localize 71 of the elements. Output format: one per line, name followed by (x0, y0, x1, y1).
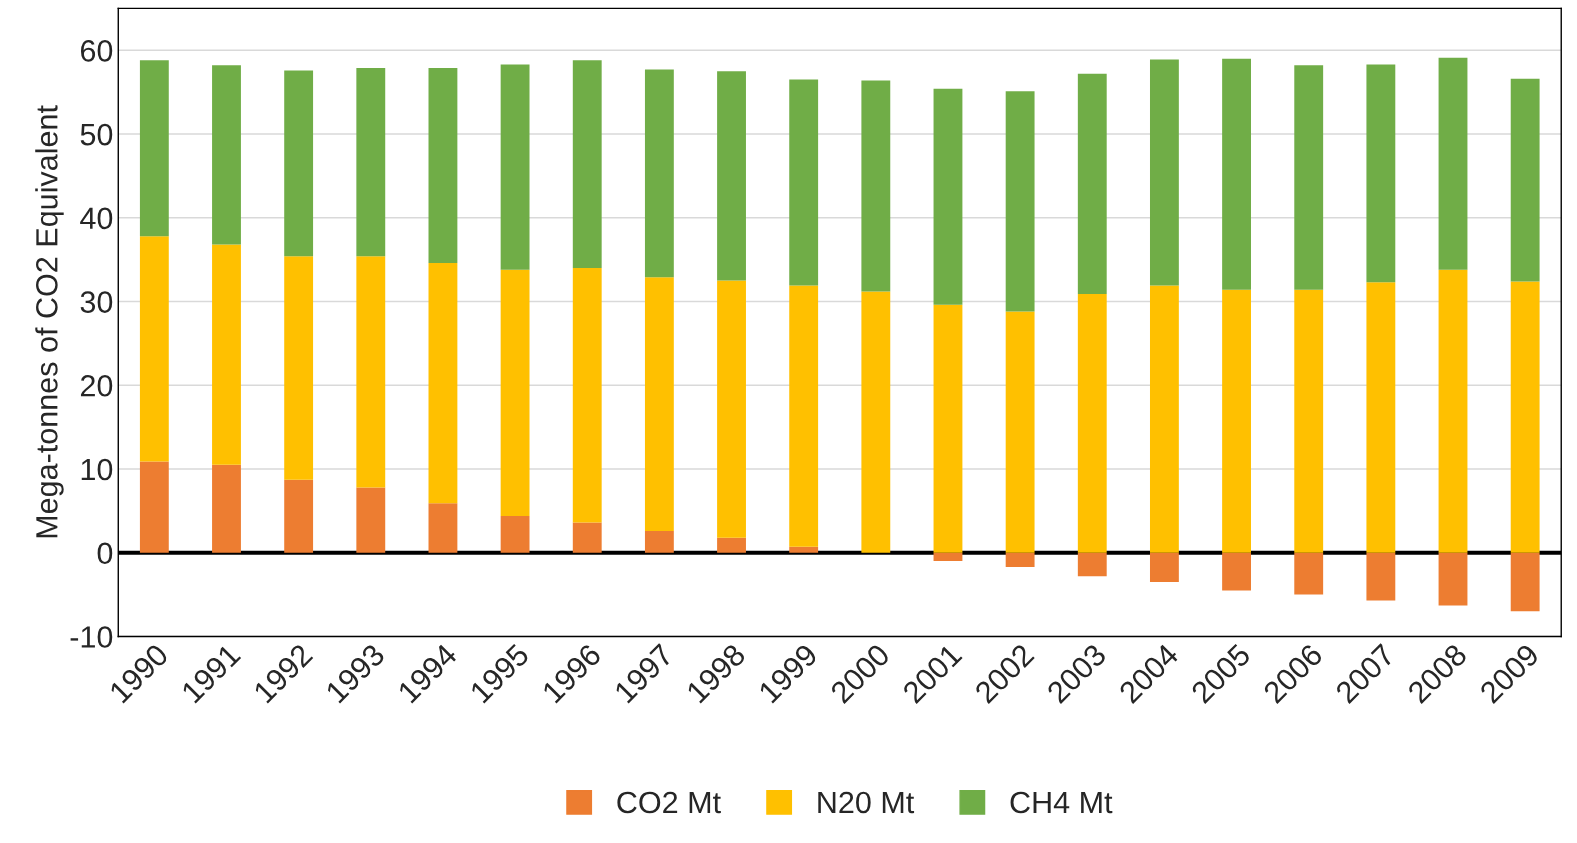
bar (284, 479, 314, 553)
bar (1366, 64, 1396, 283)
y-tick-label: 0 (97, 542, 113, 565)
bar (1222, 289, 1251, 553)
bar (1005, 552, 1035, 567)
bar (1077, 552, 1107, 577)
bar (789, 285, 819, 547)
bar (717, 537, 746, 553)
bar (933, 552, 963, 562)
bar (428, 262, 458, 504)
bar (1149, 285, 1179, 553)
bar (644, 530, 674, 553)
bar (1005, 311, 1035, 553)
bar (1294, 289, 1324, 553)
bar (284, 256, 314, 480)
bar (1149, 552, 1179, 583)
legend-label: N20 Mt (818, 791, 915, 814)
y-axis-title: Mega-tonnes of CO2 Equivalent (35, 105, 64, 538)
bar (572, 522, 602, 553)
bar (1510, 281, 1540, 553)
legend-label: CO2 Mt (617, 791, 721, 814)
y-tick-label: 40 (80, 207, 113, 230)
y-tick-label: 30 (80, 291, 113, 313)
y-tick-label: 10 (81, 458, 113, 481)
bar (428, 503, 458, 553)
bar (1222, 58, 1251, 290)
bar (933, 88, 963, 305)
bar (717, 280, 746, 538)
bar (572, 268, 602, 523)
bar (933, 304, 963, 553)
bar (1149, 59, 1179, 286)
bar (356, 256, 386, 488)
bar (428, 67, 458, 263)
bar (1438, 269, 1468, 553)
bar (212, 464, 241, 553)
bar (212, 65, 241, 245)
bar (139, 461, 169, 553)
y-tick-label: 60 (80, 40, 113, 62)
y-tick-label: -10 (70, 626, 113, 648)
bar (1222, 552, 1251, 591)
bar (1077, 73, 1107, 294)
bar (717, 71, 746, 281)
bar (572, 60, 602, 269)
bar (500, 515, 530, 553)
bar (1005, 91, 1035, 312)
bar (1510, 552, 1540, 612)
bar (1366, 552, 1396, 601)
bar (861, 291, 891, 553)
bar (789, 79, 819, 286)
bar (1366, 282, 1396, 553)
bar (1438, 57, 1468, 270)
bar (789, 546, 819, 553)
bar (1510, 78, 1540, 282)
y-tick-label: 20 (80, 374, 113, 397)
bar (139, 60, 169, 237)
bar (500, 64, 530, 270)
bar (644, 69, 674, 278)
bar (356, 67, 386, 257)
y-tick-label: 50 (80, 123, 113, 146)
bar (284, 70, 314, 257)
bar (1438, 552, 1468, 606)
bar (1294, 65, 1324, 290)
bar (861, 80, 891, 292)
bar (139, 236, 169, 462)
bar (1294, 552, 1324, 595)
bar (1077, 293, 1107, 553)
legend-label: CH4 Mt (1010, 791, 1113, 814)
bar (212, 244, 241, 465)
bar (356, 487, 386, 553)
bar (500, 269, 530, 516)
bar (644, 277, 674, 531)
